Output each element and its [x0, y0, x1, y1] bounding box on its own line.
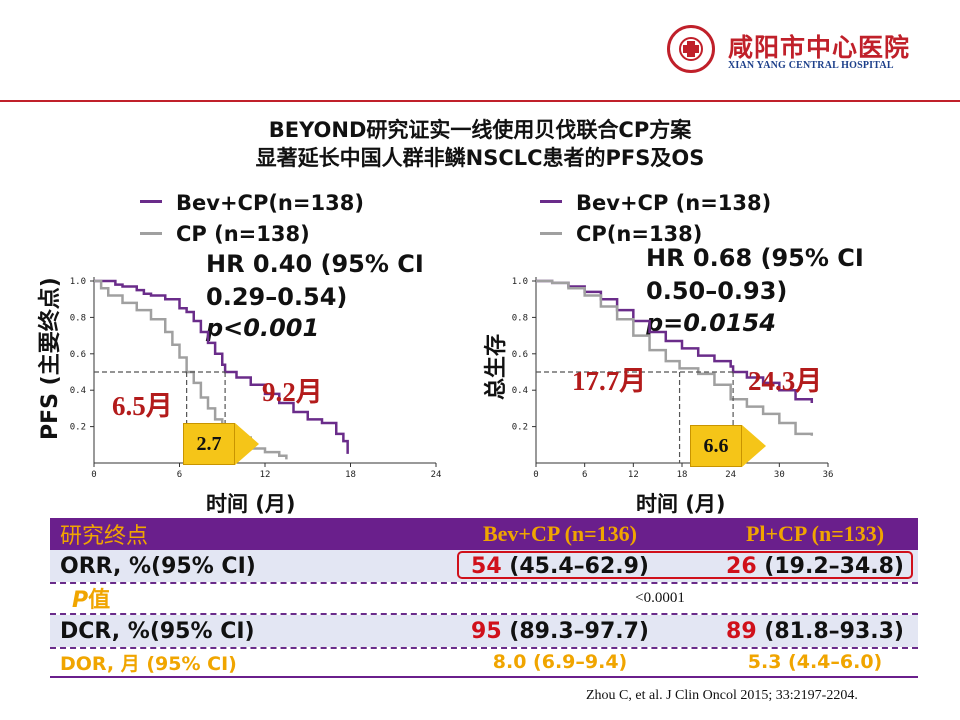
pvalue-label-rest: 值: [88, 588, 111, 613]
os-x-tick-label: 6: [582, 470, 587, 480]
pfs-y-tick-label: 0.6: [70, 350, 86, 360]
pfs-arrow-tip-icon: [235, 423, 259, 465]
legend-swatch-cp: [140, 232, 162, 235]
orr-bev-value: 54 (45.4–62.9): [455, 554, 665, 579]
os-arrow-tip-icon: [742, 425, 766, 467]
dcr-bev-ci: (89.3–97.7): [501, 618, 649, 644]
os-difference-arrow: 6.6: [690, 425, 766, 467]
os-median-bev-label: 24.3月: [748, 366, 823, 396]
pfs-y-tick-label: 1.0: [70, 277, 86, 287]
table-header-col1: Bev+CP (n=136): [482, 521, 637, 546]
hospital-name-en: XIAN YANG CENTRAL HOSPITAL: [728, 60, 894, 71]
pfs-series-bev: [94, 279, 349, 454]
orr-cp-value: 26 (19.2–34.8): [710, 554, 920, 579]
results-table: 研究终点 Bev+CP (n=136) Pl+CP (n=133) ORR, %…: [50, 518, 918, 678]
pfs-median-cp-label: 6.5月: [112, 391, 173, 421]
pvalue-value: <0.0001: [635, 589, 685, 606]
legend-swatch-cp-os: [540, 232, 562, 235]
pfs-x-tick-label: 18: [345, 470, 356, 480]
legend-os-cp: CP(n=138): [576, 222, 703, 246]
orr-cp-main: 26: [726, 553, 757, 579]
pfs-hr-pvalue: p<0.001: [206, 314, 320, 342]
slide-title-line2: 显著延长中国人群非鳞NSCLC患者的PFS及OS: [255, 146, 705, 170]
dor-cp-value: 5.3 (4.4–6.0): [747, 651, 883, 673]
os-y-tick-label: 0.8: [512, 313, 528, 323]
os-x-tick-label: 30: [774, 470, 785, 480]
table-header-label: 研究终点: [60, 524, 149, 549]
pfs-difference-arrow: 2.7: [183, 423, 259, 465]
dcr-label: DCR, %(95% CI): [60, 618, 255, 644]
legend-pfs-cp: CP (n=138): [176, 222, 310, 246]
table-divider: [50, 582, 918, 584]
pfs-hr-line2: 0.29–0.54): [206, 283, 348, 311]
hospital-name-cn: 咸阳市中心医院: [728, 33, 911, 62]
os-y-tick-label: 0.6: [512, 350, 528, 360]
legend-pfs-bev: Bev+CP(n=138): [176, 191, 364, 215]
os-hr-pvalue: p=0.0154: [646, 309, 776, 337]
logo-cross-bar: [683, 45, 699, 53]
os-x-tick-label: 12: [628, 470, 639, 480]
pfs-x-tick-label: 12: [260, 470, 271, 480]
os-x-tick-label: 24: [725, 470, 736, 480]
slide-title-line1: BEYOND研究证实一线使用贝伐联合CP方案: [268, 118, 692, 142]
orr-highlight-box: [457, 551, 913, 579]
os-hr-line2: 0.50–0.93): [646, 277, 788, 305]
os-x-tick-label: 18: [677, 470, 688, 480]
os-hr-line1: HR 0.68 (95% CI: [646, 244, 864, 272]
table-row-orr: ORR, %(95% CI) 54 (45.4–62.9) 26 (19.2–3…: [50, 550, 918, 582]
pfs-median-bev-label: 9.2月: [262, 377, 323, 407]
os-y-tick-label: 1.0: [512, 277, 528, 287]
orr-label: ORR, %(95% CI): [60, 553, 256, 579]
dor-label: DOR, 月 (95% CI): [60, 652, 237, 675]
dcr-cp-ci: (81.8–93.3): [756, 618, 904, 644]
pfs-x-tick-label: 6: [177, 470, 182, 480]
legend-os-bev: Bev+CP (n=138): [576, 191, 772, 215]
orr-bev-main: 54: [471, 553, 502, 579]
os-y-tick-label: 0.4: [512, 386, 528, 396]
dor-bev-value: 8.0 (6.9–9.4): [492, 651, 628, 673]
logo-ring-icon: [679, 37, 703, 61]
table-bottom-rule: [50, 676, 918, 678]
table-divider: [50, 647, 918, 649]
legend-swatch-bev: [140, 200, 162, 203]
dcr-bev-main: 95: [471, 618, 502, 644]
os-y-tick-label: 0.2: [512, 423, 528, 433]
pfs-hr-line1: HR 0.40 (95% CI: [206, 250, 424, 278]
pfs-difference-value: 2.7: [183, 423, 235, 465]
orr-bev-ci: (45.4–62.9): [501, 553, 649, 579]
os-chart: 0 6 12 18 24 30 36 0.2 0.4 0.6 0.8 1.0: [512, 277, 834, 480]
pvalue-label-p: P: [72, 588, 89, 613]
os-difference-value: 6.6: [690, 425, 742, 467]
table-header-col2: Pl+CP (n=133): [745, 521, 885, 546]
os-median-cp-label: 17.7月: [572, 366, 647, 396]
table-row-pvalue: P值 <0.0001: [50, 583, 918, 613]
pfs-y-tick-label: 0.2: [70, 423, 86, 433]
dcr-cp-main: 89: [726, 618, 757, 644]
table-row-dor: DOR, 月 (95% CI) 8.0 (6.9–9.4) 5.3 (4.4–6…: [50, 648, 918, 676]
table-divider: [50, 613, 918, 615]
orr-cp-ci: (19.2–34.8): [756, 553, 904, 579]
dcr-bev-value: 95 (89.3–97.7): [455, 619, 665, 644]
legend-swatch-bev-os: [540, 200, 562, 203]
pfs-x-tick-label: 0: [91, 470, 96, 480]
pfs-x-axis-label: 时间 (月): [206, 492, 296, 516]
header-divider: [0, 100, 960, 102]
os-x-tick-label: 0: [533, 470, 538, 480]
os-x-tick-label: 36: [823, 470, 834, 480]
citation: Zhou C, et al. J Clin Oncol 2015; 33:219…: [586, 688, 858, 703]
table-row-dcr: DCR, %(95% CI) 95 (89.3–97.7) 89 (81.8–9…: [50, 615, 918, 647]
pfs-x-tick-label: 24: [431, 470, 442, 480]
table-header-row: 研究终点 Bev+CP (n=136) Pl+CP (n=133): [50, 518, 918, 550]
os-x-axis-label: 时间 (月): [636, 492, 726, 516]
pfs-y-tick-label: 0.4: [70, 386, 86, 396]
hospital-logo: [667, 25, 715, 73]
dcr-cp-value: 89 (81.8–93.3): [710, 619, 920, 644]
os-series-cp: [536, 279, 814, 436]
pfs-y-tick-label: 0.8: [70, 313, 86, 323]
